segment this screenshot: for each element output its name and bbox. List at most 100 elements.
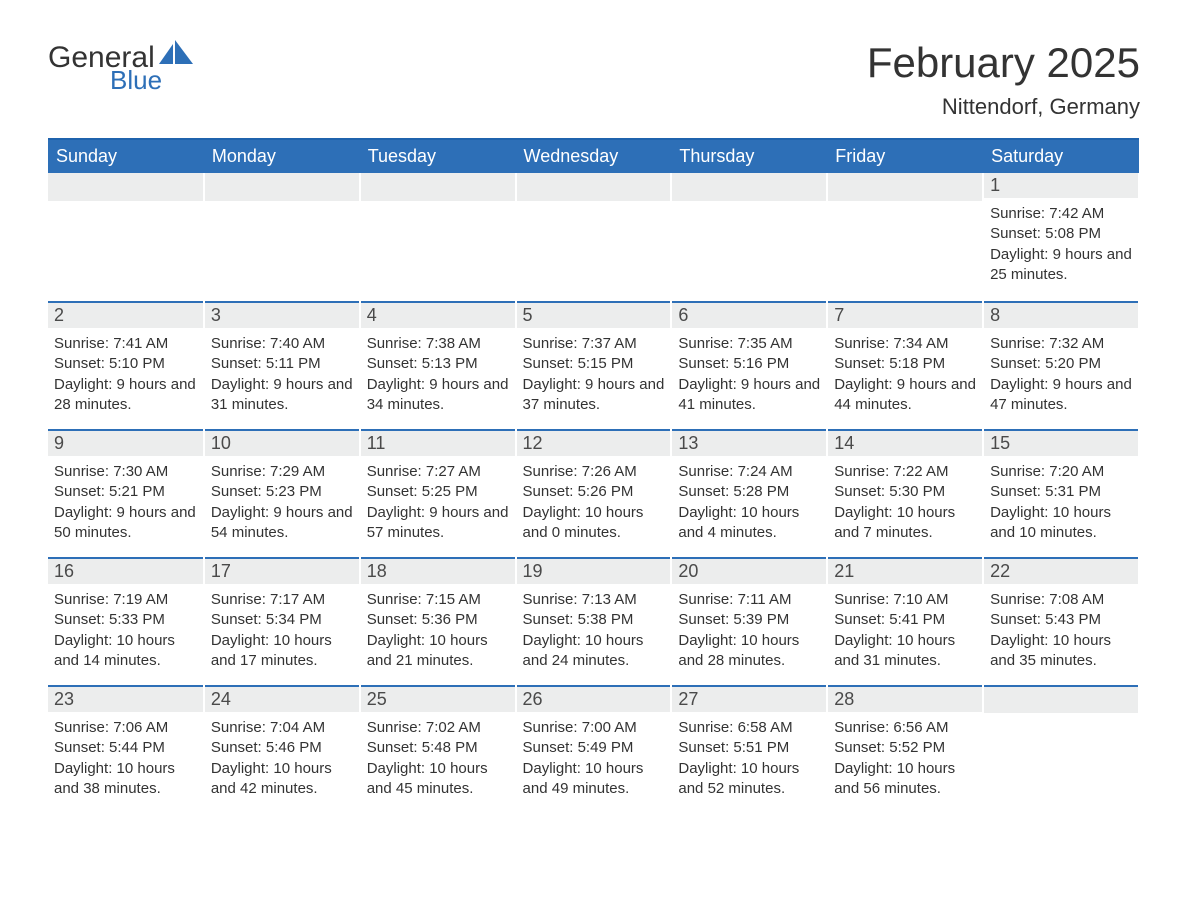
day-number: 26	[517, 685, 671, 712]
day-body: Sunrise: 7:42 AMSunset: 5:08 PMDaylight:…	[984, 198, 1138, 289]
day-number: 24	[205, 685, 359, 712]
calendar-cell	[48, 173, 204, 301]
day-number: 14	[828, 429, 982, 456]
location-label: Nittendorf, Germany	[867, 94, 1140, 120]
calendar-cell	[827, 173, 983, 301]
day-body: Sunrise: 7:19 AMSunset: 5:33 PMDaylight:…	[48, 584, 203, 675]
calendar-cell: 25Sunrise: 7:02 AMSunset: 5:48 PMDayligh…	[360, 685, 516, 813]
day-body: Sunrise: 7:24 AMSunset: 5:28 PMDaylight:…	[672, 456, 826, 547]
sunset-line: Sunset: 5:10 PM	[54, 354, 197, 374]
sunset-line: Sunset: 5:52 PM	[834, 738, 976, 758]
sunrise-line: Sunrise: 7:30 AM	[54, 462, 197, 482]
daylight-line: Daylight: 10 hours and 49 minutes.	[523, 759, 665, 800]
daylight-line: Daylight: 9 hours and 31 minutes.	[211, 375, 353, 416]
calendar-cell: 20Sunrise: 7:11 AMSunset: 5:39 PMDayligh…	[671, 557, 827, 685]
sunset-line: Sunset: 5:34 PM	[211, 610, 353, 630]
day-body: Sunrise: 7:00 AMSunset: 5:49 PMDaylight:…	[517, 712, 671, 803]
weekday-header-row: Sunday Monday Tuesday Wednesday Thursday…	[48, 139, 1139, 173]
sunrise-line: Sunrise: 7:24 AM	[678, 462, 820, 482]
day-number: 19	[517, 557, 671, 584]
calendar-cell: 28Sunrise: 6:56 AMSunset: 5:52 PMDayligh…	[827, 685, 983, 813]
weekday-header: Friday	[827, 139, 983, 173]
day-number: 18	[361, 557, 515, 584]
empty-day-header	[984, 685, 1138, 713]
sunrise-line: Sunrise: 7:34 AM	[834, 334, 976, 354]
day-body: Sunrise: 6:56 AMSunset: 5:52 PMDaylight:…	[828, 712, 982, 803]
day-body: Sunrise: 7:06 AMSunset: 5:44 PMDaylight:…	[48, 712, 203, 803]
day-number: 13	[672, 429, 826, 456]
sunset-line: Sunset: 5:16 PM	[678, 354, 820, 374]
daylight-line: Daylight: 10 hours and 24 minutes.	[523, 631, 665, 672]
sunrise-line: Sunrise: 7:11 AM	[678, 590, 820, 610]
day-body: Sunrise: 7:10 AMSunset: 5:41 PMDaylight:…	[828, 584, 982, 675]
calendar-table: Sunday Monday Tuesday Wednesday Thursday…	[48, 138, 1140, 813]
sunset-line: Sunset: 5:39 PM	[678, 610, 820, 630]
day-body: Sunrise: 7:26 AMSunset: 5:26 PMDaylight:…	[517, 456, 671, 547]
daylight-line: Daylight: 10 hours and 17 minutes.	[211, 631, 353, 672]
weekday-header: Sunday	[48, 139, 204, 173]
sunset-line: Sunset: 5:25 PM	[367, 482, 509, 502]
daylight-line: Daylight: 10 hours and 42 minutes.	[211, 759, 353, 800]
daylight-line: Daylight: 9 hours and 44 minutes.	[834, 375, 976, 416]
day-body: Sunrise: 7:27 AMSunset: 5:25 PMDaylight:…	[361, 456, 515, 547]
day-body: Sunrise: 7:02 AMSunset: 5:48 PMDaylight:…	[361, 712, 515, 803]
weekday-header: Tuesday	[360, 139, 516, 173]
day-number: 25	[361, 685, 515, 712]
sunset-line: Sunset: 5:38 PM	[523, 610, 665, 630]
sunrise-line: Sunrise: 7:19 AM	[54, 590, 197, 610]
day-body: Sunrise: 7:11 AMSunset: 5:39 PMDaylight:…	[672, 584, 826, 675]
daylight-line: Daylight: 10 hours and 21 minutes.	[367, 631, 509, 672]
day-body: Sunrise: 7:20 AMSunset: 5:31 PMDaylight:…	[984, 456, 1138, 547]
daylight-line: Daylight: 10 hours and 0 minutes.	[523, 503, 665, 544]
sunset-line: Sunset: 5:23 PM	[211, 482, 353, 502]
day-body: Sunrise: 6:58 AMSunset: 5:51 PMDaylight:…	[672, 712, 826, 803]
calendar-row: 16Sunrise: 7:19 AMSunset: 5:33 PMDayligh…	[48, 557, 1139, 685]
day-body: Sunrise: 7:37 AMSunset: 5:15 PMDaylight:…	[517, 328, 671, 419]
empty-day-header	[205, 173, 359, 201]
day-number: 8	[984, 301, 1138, 328]
header: General Blue February 2025 Nittendorf, G…	[48, 40, 1140, 120]
calendar-cell: 13Sunrise: 7:24 AMSunset: 5:28 PMDayligh…	[671, 429, 827, 557]
calendar-cell: 3Sunrise: 7:40 AMSunset: 5:11 PMDaylight…	[204, 301, 360, 429]
daylight-line: Daylight: 10 hours and 31 minutes.	[834, 631, 976, 672]
sunrise-line: Sunrise: 7:13 AM	[523, 590, 665, 610]
calendar-cell: 17Sunrise: 7:17 AMSunset: 5:34 PMDayligh…	[204, 557, 360, 685]
calendar-cell: 21Sunrise: 7:10 AMSunset: 5:41 PMDayligh…	[827, 557, 983, 685]
day-body: Sunrise: 7:41 AMSunset: 5:10 PMDaylight:…	[48, 328, 203, 419]
calendar-cell: 12Sunrise: 7:26 AMSunset: 5:26 PMDayligh…	[516, 429, 672, 557]
calendar-cell: 19Sunrise: 7:13 AMSunset: 5:38 PMDayligh…	[516, 557, 672, 685]
sunrise-line: Sunrise: 6:58 AM	[678, 718, 820, 738]
title-block: February 2025 Nittendorf, Germany	[867, 40, 1140, 120]
daylight-line: Daylight: 10 hours and 14 minutes.	[54, 631, 197, 672]
day-body: Sunrise: 7:13 AMSunset: 5:38 PMDaylight:…	[517, 584, 671, 675]
daylight-line: Daylight: 10 hours and 38 minutes.	[54, 759, 197, 800]
weekday-header: Wednesday	[516, 139, 672, 173]
daylight-line: Daylight: 9 hours and 41 minutes.	[678, 375, 820, 416]
empty-day-header	[48, 173, 203, 201]
sunset-line: Sunset: 5:28 PM	[678, 482, 820, 502]
daylight-line: Daylight: 10 hours and 7 minutes.	[834, 503, 976, 544]
daylight-line: Daylight: 9 hours and 54 minutes.	[211, 503, 353, 544]
calendar-cell	[983, 685, 1139, 813]
daylight-line: Daylight: 10 hours and 10 minutes.	[990, 503, 1132, 544]
sunrise-line: Sunrise: 7:26 AM	[523, 462, 665, 482]
empty-day-header	[517, 173, 671, 201]
calendar-cell: 4Sunrise: 7:38 AMSunset: 5:13 PMDaylight…	[360, 301, 516, 429]
daylight-line: Daylight: 10 hours and 52 minutes.	[678, 759, 820, 800]
calendar-row: 23Sunrise: 7:06 AMSunset: 5:44 PMDayligh…	[48, 685, 1139, 813]
day-body: Sunrise: 7:40 AMSunset: 5:11 PMDaylight:…	[205, 328, 359, 419]
calendar-cell: 22Sunrise: 7:08 AMSunset: 5:43 PMDayligh…	[983, 557, 1139, 685]
sunset-line: Sunset: 5:43 PM	[990, 610, 1132, 630]
calendar-cell	[671, 173, 827, 301]
day-body: Sunrise: 7:15 AMSunset: 5:36 PMDaylight:…	[361, 584, 515, 675]
sunset-line: Sunset: 5:11 PM	[211, 354, 353, 374]
daylight-line: Daylight: 10 hours and 45 minutes.	[367, 759, 509, 800]
sunset-line: Sunset: 5:08 PM	[990, 224, 1132, 244]
sunrise-line: Sunrise: 7:38 AM	[367, 334, 509, 354]
sunrise-line: Sunrise: 7:35 AM	[678, 334, 820, 354]
day-body: Sunrise: 7:38 AMSunset: 5:13 PMDaylight:…	[361, 328, 515, 419]
day-number: 9	[48, 429, 203, 456]
daylight-line: Daylight: 9 hours and 28 minutes.	[54, 375, 197, 416]
sunset-line: Sunset: 5:31 PM	[990, 482, 1132, 502]
calendar-cell: 10Sunrise: 7:29 AMSunset: 5:23 PMDayligh…	[204, 429, 360, 557]
